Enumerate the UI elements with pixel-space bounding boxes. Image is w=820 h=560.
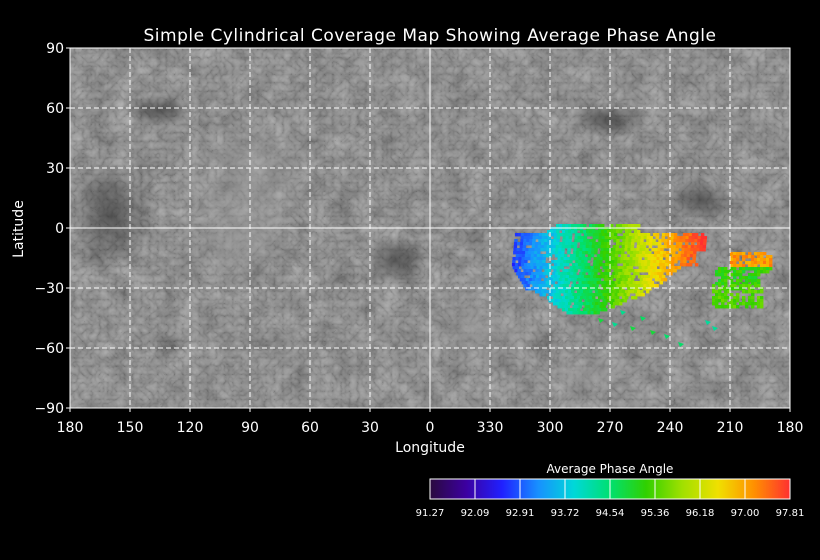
x-tick-label: 180 (777, 420, 804, 436)
map-title: Simple Cylindrical Coverage Map Showing … (144, 26, 717, 46)
y-tick-label: −60 (34, 341, 64, 357)
y-tick-label: 90 (46, 41, 64, 57)
colorbar-tick-label: 96.18 (686, 508, 715, 519)
x-tick-label: 270 (597, 420, 624, 436)
x-tick-label: 330 (477, 420, 504, 436)
y-tick-label: −90 (34, 401, 64, 417)
x-axis-label: Longitude (395, 440, 465, 456)
map-plot-area (70, 48, 790, 408)
colorbar-tick-label: 92.09 (461, 508, 490, 519)
x-tick-label: 0 (426, 420, 435, 436)
colorbar-tick-label: 97.81 (776, 508, 805, 519)
colorbar-tick-label: 91.27 (416, 508, 445, 519)
colorbar-tick-label: 97.00 (731, 508, 760, 519)
colorbar-tick-label: 93.72 (551, 508, 580, 519)
x-tick-label: 210 (717, 420, 744, 436)
colorbar-tick-label: 95.36 (641, 508, 670, 519)
colorbar-title: Average Phase Angle (547, 462, 674, 476)
x-tick-label: 240 (657, 420, 684, 436)
x-tick-label: 90 (241, 420, 259, 436)
colorbar-tick-label: 94.54 (596, 508, 625, 519)
longitude-ticks: 180 150 120 90 60 30 0 330 300 270 240 210 180 (57, 408, 804, 436)
x-tick-label: 150 (117, 420, 144, 436)
colorbar-frame (429, 478, 791, 500)
x-tick-label: 30 (361, 420, 379, 436)
y-tick-label: 0 (55, 221, 64, 237)
latitude-ticks: 90 60 30 0 −30 −60 −90 (34, 41, 70, 417)
colorbar-tick-label: 92.91 (506, 508, 535, 519)
colorbar-legend: Average Phase Angle 91.27 92.09 92.91 93.72… (416, 462, 805, 519)
x-tick-label: 60 (301, 420, 319, 436)
y-tick-label: 30 (46, 161, 64, 177)
colorbar-dividers (474, 479, 746, 499)
phase-angle-coverage-overlay (511, 224, 773, 347)
x-tick-label: 300 (537, 420, 564, 436)
x-tick-label: 120 (177, 420, 204, 436)
y-axis-label: Latitude (11, 200, 27, 258)
y-tick-label: −30 (34, 281, 64, 297)
x-tick-label: 180 (57, 420, 84, 436)
map-grid (70, 48, 790, 408)
colorbar-tick-labels: 91.27 92.09 92.91 93.72 94.54 95.36 96.18 97.00… (416, 508, 805, 519)
y-tick-label: 60 (46, 101, 64, 117)
